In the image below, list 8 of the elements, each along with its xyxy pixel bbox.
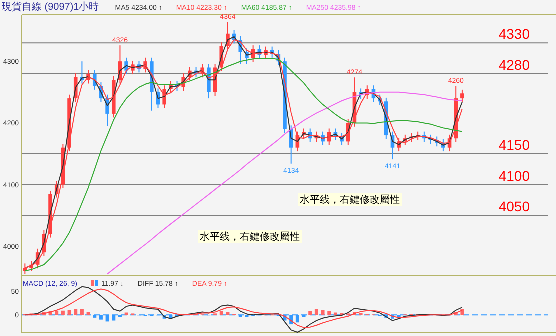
chart-title: 現貨自線 (9097)1小時 bbox=[2, 1, 100, 13]
ref-line-label: 4050 bbox=[498, 198, 530, 215]
annotation: 水平线，右鍵修改屬性 bbox=[200, 231, 300, 243]
ref-line-label: 4280 bbox=[498, 56, 530, 73]
annotation: 水平线，右鍵修改屬性 bbox=[300, 194, 400, 206]
ref-line-label: 4150 bbox=[498, 137, 530, 154]
ref-line-label: 4330 bbox=[498, 26, 530, 42]
ref-line-label: 4100 bbox=[498, 168, 530, 184]
